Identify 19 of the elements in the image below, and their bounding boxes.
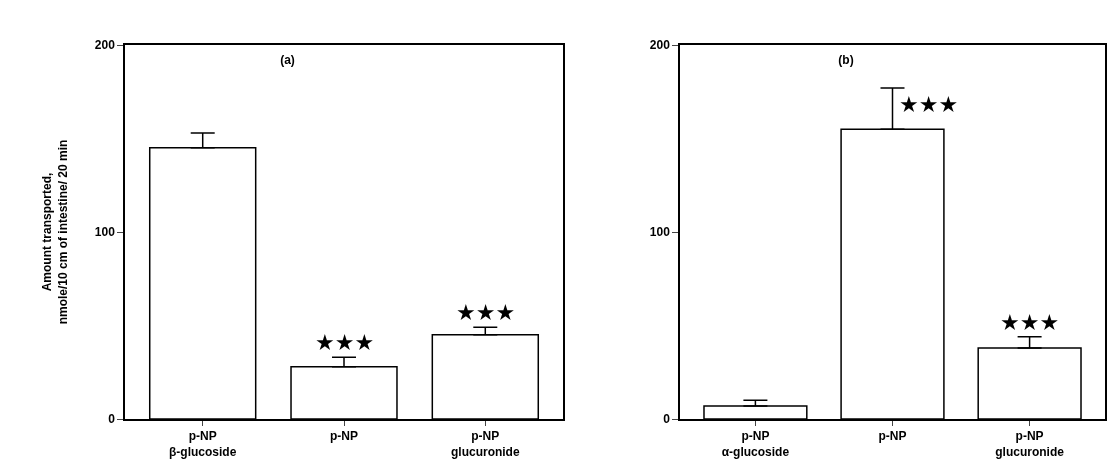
text: (a) — [280, 53, 295, 68]
x-tick-label: p-NP — [330, 429, 358, 444]
y-tick-label: 100 — [649, 225, 671, 240]
y-tick-label: 200 — [649, 38, 671, 53]
x-tick-label: p-NP α-glucoside — [721, 429, 790, 459]
x-tick-label: p-NP glucuronide — [450, 429, 520, 459]
y-tick-label: 100 — [94, 225, 116, 240]
text: (b) — [838, 53, 854, 68]
y-axis-title: Amount transported, nmole/10 cm of intestine/ 20 min — [40, 139, 70, 325]
x-tick-label: p-NP — [878, 429, 907, 444]
y-tick-label: 200 — [94, 38, 116, 53]
annotation: ★★★ — [1000, 310, 1060, 335]
x-tick-label: p-NP glucuronide — [995, 429, 1065, 459]
y-tick-label: 0 — [108, 412, 116, 427]
x-tick-label: p-NP β-glucoside — [169, 429, 237, 459]
annotation: ★★★ — [315, 330, 375, 355]
y-tick-label: 0 — [663, 412, 671, 427]
annotation: ★★★ — [899, 92, 959, 117]
annotation: ★★★ — [456, 300, 516, 325]
